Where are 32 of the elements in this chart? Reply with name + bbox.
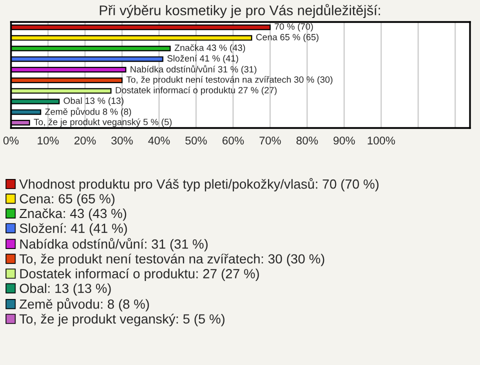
x-tick-label: 30% — [111, 136, 133, 144]
legend-label: Cena: 65 (65 %) — [20, 194, 114, 206]
x-tick-label: 100% — [368, 136, 395, 144]
data-label: To, že je produkt veganský 5 % (5) — [34, 118, 172, 127]
x-tick-label: 20% — [74, 136, 96, 144]
legend-label: Obal: 13 (13 %) — [20, 283, 111, 296]
data-label: Země původu 8 % (8) — [45, 108, 132, 117]
legend-label: Nabídka odstínů/vůní: 31 (31 %) — [20, 238, 208, 252]
data-label: Složení 41 % (41) — [167, 54, 238, 64]
data-label: 70 % (70) — [274, 23, 313, 32]
x-tick-label: 70% — [260, 136, 281, 144]
x-tick-label: 80% — [296, 136, 318, 144]
x-tick-label: 0% — [3, 136, 19, 144]
legend-label: To, že je produkt veganský: 5 (5 %) — [19, 314, 224, 326]
legend-label: Vhodnost produktu pro Váš typ pleti/pokožky/vlasů: 70 (70 %) — [19, 178, 378, 192]
x-tick-label: 40% — [148, 136, 170, 144]
data-label: Cena 65 % (65) — [256, 34, 318, 42]
legend-label: Země původu: 8 (8 %) — [20, 298, 149, 312]
x-tick-label: 50% — [185, 136, 207, 144]
legend-label: Značka: 43 (43 %) — [20, 208, 126, 221]
legend-label: Složení: 41 (41 %) — [20, 223, 127, 236]
data-label: Obal 13 % (13) — [64, 97, 124, 106]
chart-title: Při výběru kosmetiky je pro Vás nejdůležitější: — [100, 4, 380, 18]
legend-label: Dostatek informací o produktu: 27 (27 %) — [20, 268, 259, 281]
x-tick-label: 10% — [38, 136, 59, 144]
data-label: Nabídka odstínů/vůní 31 % (31) — [130, 65, 256, 74]
data-label: Dostatek informací o produktu 27 % (27) — [116, 86, 277, 96]
data-label: Značka 43 % (43) — [174, 44, 246, 53]
data-label: To, že produkt není testován na zvířatech 30 % (30) — [126, 76, 332, 85]
x-tick-label: 60% — [222, 136, 244, 144]
x-tick-label: 90% — [334, 136, 355, 144]
legend-label: To, že produkt není testován na zvířatech: 30 (30 %) — [19, 254, 324, 266]
